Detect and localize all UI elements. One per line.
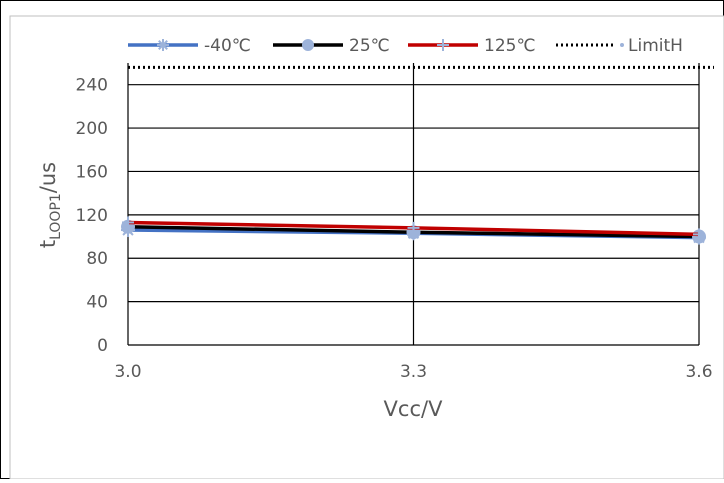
legend-swatch-marker	[157, 39, 169, 51]
x-tick-label: 3.6	[685, 362, 712, 382]
y-axis-label-subscript: LOOP1	[48, 193, 64, 240]
data-point	[407, 221, 420, 234]
x-axis-label: Vcc/V	[384, 397, 444, 421]
y-tick-label: 0	[97, 336, 108, 356]
data-point	[693, 228, 705, 241]
legend-swatch-marker	[620, 43, 624, 47]
y-tick-label: 120	[76, 206, 108, 226]
x-tick-label: 3.0	[114, 362, 141, 382]
y-tick-label: 240	[76, 76, 108, 96]
data-point	[122, 216, 134, 229]
legend-label: -40℃	[204, 36, 251, 56]
y-tick-label: 160	[76, 162, 108, 182]
legend-label: LimitH	[628, 36, 683, 56]
y-axis-label: tLOOP1/us	[36, 162, 64, 248]
legend-label: 125℃	[484, 36, 536, 56]
legend: -40℃ 25℃ 125℃ LimitH	[128, 36, 683, 56]
y-axis-label-main: t	[36, 240, 60, 248]
y-tick-label: 40	[86, 293, 108, 313]
y-tick-label: 80	[86, 249, 108, 269]
axis-label-layer: Vcc/V tLOOP1/us	[36, 162, 443, 421]
series-layer	[121, 216, 706, 245]
legend-swatch-marker	[437, 39, 449, 51]
y-axis-label-unit: /us	[36, 162, 60, 193]
legend-swatch-marker	[302, 39, 314, 51]
legend-label: 25℃	[349, 36, 390, 56]
grid-layer: 0 40 80 120 160 200 240 3.0 3.3 3.6	[76, 63, 713, 382]
x-tick-label: 3.3	[400, 362, 427, 382]
chart-panel	[9, 15, 724, 480]
legend-marker-stroke	[158, 40, 168, 50]
y-tick-label: 200	[76, 119, 108, 139]
